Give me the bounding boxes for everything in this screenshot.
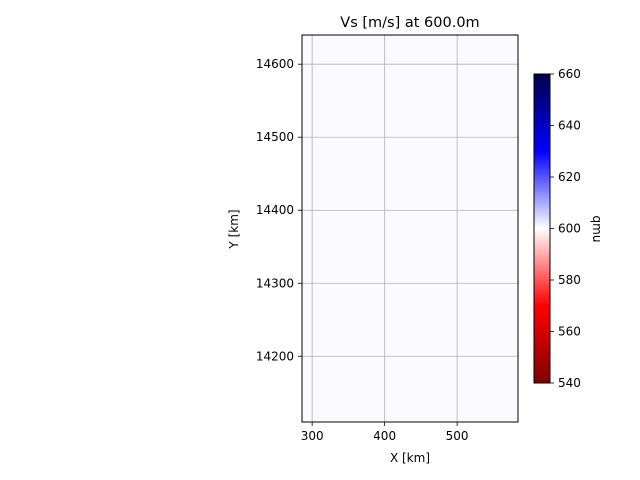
colorbar-tick-label: 620 [558, 170, 581, 184]
y-tick-label: 14500 [256, 130, 294, 144]
heatmap-field [302, 35, 518, 422]
colorbar-gradient [534, 74, 550, 383]
colorbar-tick-label: 660 [558, 67, 581, 81]
y-tick-label: 14600 [256, 57, 294, 71]
y-tick-label: 14200 [256, 349, 294, 363]
colorbar: 540 560 580 600 620 640 660 qmu [533, 67, 604, 390]
x-tick-label: 500 [446, 429, 469, 443]
colorbar-tick-label: 640 [558, 119, 581, 133]
colorbar-tick-label: 540 [558, 376, 581, 390]
colorbar-tick-label: 600 [558, 222, 581, 236]
chart-title: Vs [m/s] at 600.0m [340, 15, 479, 31]
x-tick-label: 400 [373, 429, 396, 443]
y-tick-label: 14400 [256, 203, 294, 217]
colorbar-label: qmu [590, 216, 604, 243]
axes-frame [301, 34, 519, 423]
colorbar-tick-label: 580 [558, 273, 581, 287]
colorbar-tick-label: 560 [558, 325, 581, 339]
x-axis-label: X [km] [390, 451, 430, 465]
colorbar-ticks: 540 560 580 600 620 640 660 [550, 67, 581, 390]
x-axis-ticks: 300 400 500 [301, 422, 469, 443]
x-tick-label: 300 [301, 429, 324, 443]
y-axis-ticks: 14200 14300 14400 14500 14600 [256, 57, 302, 363]
y-tick-label: 14300 [256, 276, 294, 290]
gridlines [302, 35, 518, 422]
y-axis-label: Y [km] [227, 209, 241, 249]
plot-area: 300 400 500 14200 14300 14400 14500 14600 [256, 34, 519, 443]
